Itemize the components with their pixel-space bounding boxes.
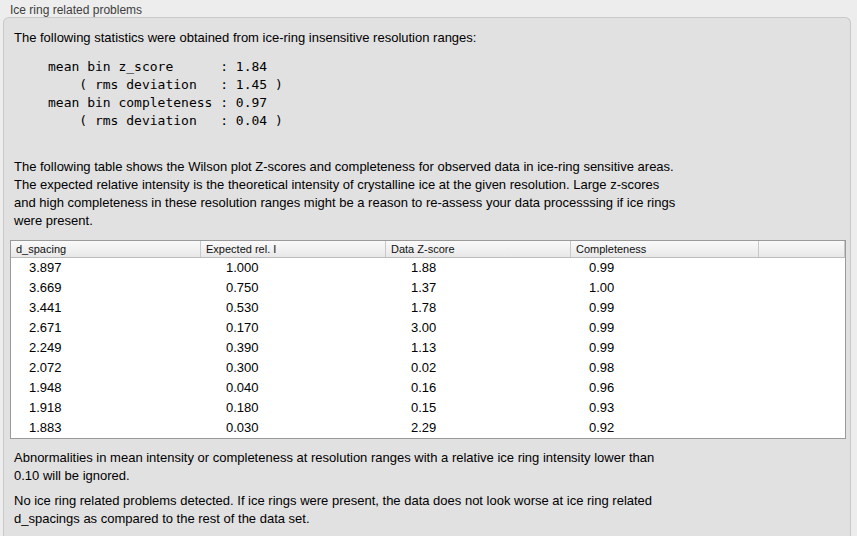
ice-ring-panel: The following statistics were obtained f… (3, 17, 851, 536)
cell-data-z-score: 1.37 (386, 278, 571, 298)
column-header-empty (759, 241, 845, 257)
cell-empty (759, 418, 845, 438)
cell-d-spacing: 2.072 (11, 358, 201, 378)
cell-data-z-score: 1.88 (386, 258, 571, 278)
cell-expected-rel-i: 0.170 (201, 318, 386, 338)
table-row[interactable]: 2.671 0.170 3.00 0.99 (11, 318, 845, 338)
cell-completeness: 0.99 (571, 338, 759, 358)
conclusion-text: No ice ring related problems detected. I… (14, 492, 652, 528)
cell-expected-rel-i: 0.750 (201, 278, 386, 298)
cell-expected-rel-i: 0.180 (201, 398, 386, 418)
cell-completeness: 0.99 (571, 258, 759, 278)
cell-empty (759, 258, 845, 278)
cell-completeness: 0.99 (571, 298, 759, 318)
column-header-data-z-score[interactable]: Data Z-score (386, 241, 571, 257)
cell-completeness: 1.00 (571, 278, 759, 298)
cell-empty (759, 298, 845, 318)
cell-empty (759, 398, 845, 418)
table-description-text: The following table shows the Wilson plo… (14, 158, 675, 230)
table-row[interactable]: 1.948 0.040 0.16 0.96 (11, 378, 845, 398)
cell-d-spacing: 1.883 (11, 418, 201, 438)
cell-expected-rel-i: 0.040 (201, 378, 386, 398)
ignore-threshold-note: Abnormalities in mean intensity or compl… (14, 449, 654, 485)
cell-data-z-score: 1.78 (386, 298, 571, 318)
stats-intro-text: The following statistics were obtained f… (14, 30, 476, 45)
ice-ring-table: d_spacing Expected rel. I Data Z-score C… (10, 240, 846, 439)
cell-data-z-score: 2.29 (386, 418, 571, 438)
cell-empty (759, 378, 845, 398)
table-row[interactable]: 1.883 0.030 2.29 0.92 (11, 418, 845, 438)
cell-completeness: 0.92 (571, 418, 759, 438)
cell-expected-rel-i: 0.030 (201, 418, 386, 438)
cell-d-spacing: 3.897 (11, 258, 201, 278)
cell-completeness: 0.96 (571, 378, 759, 398)
cell-data-z-score: 1.13 (386, 338, 571, 358)
cell-completeness: 0.99 (571, 318, 759, 338)
cell-expected-rel-i: 0.390 (201, 338, 386, 358)
cell-d-spacing: 2.249 (11, 338, 201, 358)
cell-completeness: 0.98 (571, 358, 759, 378)
table-row[interactable]: 3.441 0.530 1.78 0.99 (11, 298, 845, 318)
cell-empty (759, 338, 845, 358)
cell-empty (759, 278, 845, 298)
cell-data-z-score: 3.00 (386, 318, 571, 338)
column-header-d-spacing[interactable]: d_spacing (11, 241, 201, 257)
cell-expected-rel-i: 0.300 (201, 358, 386, 378)
table-row[interactable]: 1.918 0.180 0.15 0.93 (11, 398, 845, 418)
cell-data-z-score: 0.16 (386, 378, 571, 398)
table-row[interactable]: 2.072 0.300 0.02 0.98 (11, 358, 845, 378)
cell-expected-rel-i: 1.000 (201, 258, 386, 278)
cell-data-z-score: 0.02 (386, 358, 571, 378)
stats-block: mean bin z_score : 1.84 ( rms deviation … (48, 58, 283, 130)
column-header-expected-rel-i[interactable]: Expected rel. I (201, 241, 386, 257)
cell-completeness: 0.93 (571, 398, 759, 418)
cell-expected-rel-i: 0.530 (201, 298, 386, 318)
cell-d-spacing: 1.918 (11, 398, 201, 418)
panel-title: Ice ring related problems (10, 3, 142, 17)
cell-empty (759, 358, 845, 378)
cell-d-spacing: 3.669 (11, 278, 201, 298)
column-header-completeness[interactable]: Completeness (571, 241, 759, 257)
table-row[interactable]: 3.897 1.000 1.88 0.99 (11, 258, 845, 278)
cell-d-spacing: 2.671 (11, 318, 201, 338)
cell-data-z-score: 0.15 (386, 398, 571, 418)
table-row[interactable]: 2.249 0.390 1.13 0.99 (11, 338, 845, 358)
cell-empty (759, 318, 845, 338)
cell-d-spacing: 1.948 (11, 378, 201, 398)
table-row[interactable]: 3.669 0.750 1.37 1.00 (11, 278, 845, 298)
table-header-row: d_spacing Expected rel. I Data Z-score C… (11, 241, 845, 258)
cell-d-spacing: 3.441 (11, 298, 201, 318)
